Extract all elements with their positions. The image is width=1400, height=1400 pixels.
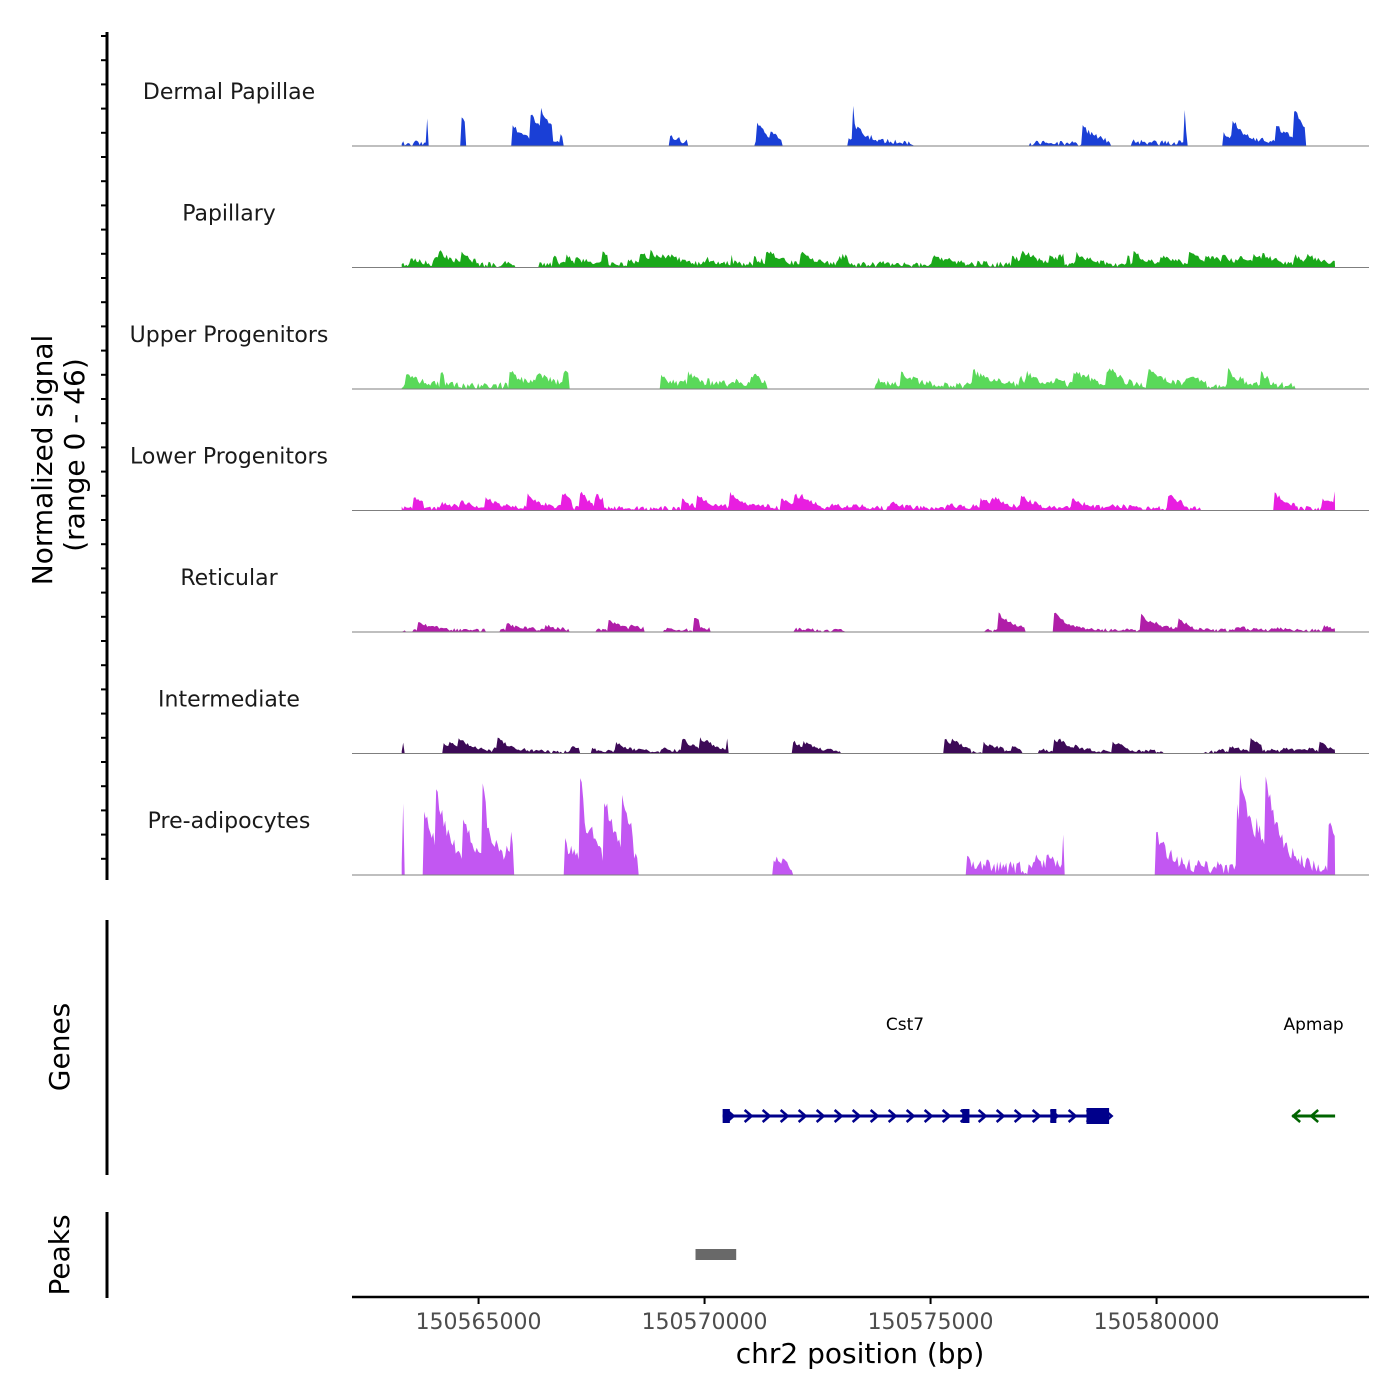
x-tick-label: 150565000 <box>416 1310 542 1335</box>
track-intermediate: Intermediate <box>158 688 1369 754</box>
track-label: Dermal Papillae <box>143 80 315 105</box>
signal-area <box>401 612 1336 632</box>
strand-chevron <box>743 1109 754 1123</box>
x-axis-title: chr2 position (bp) <box>736 1337 985 1370</box>
gene-label: Cst7 <box>886 1015 924 1035</box>
genes-panel-label: Genes <box>43 1003 76 1091</box>
strand-chevron <box>1031 1109 1042 1123</box>
strand-chevron <box>869 1109 880 1123</box>
track-label: Reticular <box>180 566 278 591</box>
strand-chevron <box>941 1109 952 1123</box>
gene-apmap: Apmap <box>1284 1015 1344 1123</box>
track-label: Intermediate <box>158 688 300 713</box>
track-label: Upper Progenitors <box>130 323 329 348</box>
strand-chevron <box>1067 1109 1078 1123</box>
gene-exon <box>1086 1108 1110 1124</box>
track-pre-adipocytes: Pre-adipocytes <box>148 774 1369 876</box>
strand-chevron <box>995 1109 1006 1123</box>
strand-chevron <box>887 1109 898 1123</box>
signal-area <box>401 249 1336 268</box>
strand-chevron <box>761 1109 772 1123</box>
peak-bar <box>695 1249 737 1260</box>
track-label: Lower Progenitors <box>130 445 328 470</box>
strand-chevron <box>905 1109 916 1123</box>
track-label: Pre-adipocytes <box>148 809 311 834</box>
signal-axis-title-line1: Normalized signal <box>26 335 59 586</box>
signal-axis-title-line2: (range 0 - 46) <box>58 358 91 552</box>
strand-chevron <box>1291 1109 1301 1123</box>
x-tick-label: 150580000 <box>1094 1310 1220 1335</box>
x-tick-label: 150575000 <box>868 1310 994 1335</box>
track-reticular: Reticular <box>180 566 1369 633</box>
signal-area <box>401 491 1336 511</box>
strand-chevron <box>923 1109 934 1123</box>
track-upper-progenitors: Upper Progenitors <box>130 323 1369 390</box>
gene-exon <box>722 1109 730 1123</box>
signal-tracks: Dermal Papillae Papillary Upper Progenitor… <box>130 80 1369 876</box>
gene-cst7: Cst7 <box>722 1015 1114 1124</box>
track-papillary: Papillary <box>182 202 1369 268</box>
strand-chevron <box>1309 1109 1319 1123</box>
strand-chevron <box>851 1109 862 1123</box>
strand-chevron <box>779 1109 790 1123</box>
strand-chevron <box>977 1109 988 1123</box>
gene-label: Apmap <box>1284 1015 1344 1035</box>
track-label: Papillary <box>182 202 276 227</box>
strand-chevron <box>815 1109 826 1123</box>
strand-chevron <box>833 1109 844 1123</box>
gene-exon <box>962 1109 970 1123</box>
track-dermal-papillae: Dermal Papillae <box>143 80 1369 147</box>
signal-y-axis <box>101 32 109 880</box>
x-tick-label: 150570000 <box>642 1310 768 1335</box>
signal-area <box>401 774 1336 875</box>
gene-exon <box>1050 1109 1057 1123</box>
peaks-panel-label: Peaks <box>43 1214 76 1295</box>
signal-area <box>401 368 1336 389</box>
strand-chevron <box>797 1109 808 1123</box>
gene-annotations: Cst7 Apmap <box>722 1015 1344 1124</box>
peak-regions <box>695 1249 737 1260</box>
track-lower-progenitors: Lower Progenitors <box>130 445 1369 511</box>
strand-chevron <box>1013 1109 1024 1123</box>
signal-area <box>401 737 1336 754</box>
signal-area <box>401 105 1336 146</box>
x-axis: 150565000 150570000 150575000 150580000 <box>352 1295 1369 1335</box>
